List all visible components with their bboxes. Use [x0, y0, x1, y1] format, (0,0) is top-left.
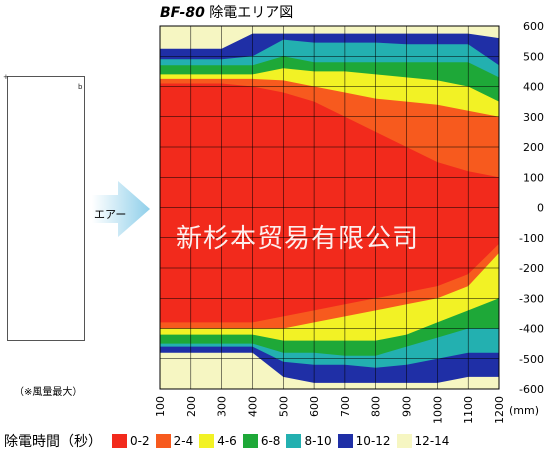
- bands-layer: [160, 33, 499, 383]
- y-tick-label: -200: [519, 262, 544, 275]
- legend-item: 6-8: [242, 434, 281, 448]
- legend-swatch: [112, 434, 127, 448]
- x-tick-label: 800: [370, 396, 383, 417]
- legend-swatch: [199, 434, 215, 448]
- y-tick-label: 200: [523, 141, 544, 154]
- legend-label: 8-10: [304, 434, 332, 448]
- y-tick-label: 600: [523, 20, 544, 33]
- x-tick-label: 200: [185, 396, 198, 417]
- chart-title-text: 除電エリア図: [209, 5, 294, 21]
- legend-swatch: [242, 434, 258, 448]
- legend-item: 0-2: [112, 434, 150, 448]
- legend-item: 2-4: [155, 434, 194, 448]
- y-tick-label: 100: [523, 171, 544, 184]
- legend-label: 10-12: [355, 434, 391, 448]
- legend-label: 6-8: [260, 434, 281, 448]
- chart-title-model: BF-80: [160, 5, 205, 21]
- legend-label: 2-4: [173, 434, 194, 448]
- legend-swatch: [155, 434, 171, 448]
- y-axis: 600 500 400 300 200 100 0 -100 -200 -300 -400 -500 -…: [519, 20, 544, 396]
- x-tick-label: 1200: [493, 396, 506, 424]
- x-tick-label: 500: [277, 396, 290, 417]
- band-0-2: [160, 83, 499, 323]
- device-mark-left: +: [3, 73, 9, 81]
- air-arrow-icon: [92, 181, 150, 237]
- air-label: エアー: [94, 208, 127, 221]
- x-tick-label: 400: [246, 396, 259, 417]
- x-tick-label: 1000: [431, 396, 444, 424]
- y-tick-label: -600: [519, 383, 544, 396]
- legend-item: 10-12: [337, 434, 391, 448]
- x-tick-label: 100: [154, 396, 167, 417]
- y-tick-label: 300: [523, 111, 544, 124]
- y-tick-label: -400: [519, 323, 544, 336]
- airflow-note: （※風量最大）: [14, 387, 83, 398]
- legend: 除電時間（秒） 0-2 2-4 4-6 6-8 8-10 10-12 12-14: [4, 431, 449, 451]
- x-tick-label: 1100: [462, 396, 475, 424]
- x-tick-label: 600: [308, 396, 321, 417]
- x-axis-unit-label: (mm): [509, 404, 539, 417]
- legend-label: 4-6: [217, 434, 237, 448]
- legend-swatch: [337, 434, 353, 448]
- legend-label: 12-14: [414, 434, 450, 448]
- legend-item: 8-10: [286, 434, 332, 448]
- x-tick-label: 300: [216, 396, 229, 417]
- y-tick-label: -500: [519, 353, 544, 366]
- x-tick-label: 900: [401, 396, 414, 417]
- y-tick-label: -100: [519, 232, 544, 245]
- x-tick-label: 700: [339, 396, 352, 417]
- y-tick-label: -300: [519, 292, 544, 305]
- legend-item: 4-6: [199, 434, 237, 448]
- device-mark-right: b: [78, 83, 83, 91]
- device-outline: [7, 76, 85, 341]
- watermark: 新杉本贸易有限公司: [176, 224, 420, 254]
- y-tick-label: 500: [523, 50, 544, 63]
- legend-label: 0-2: [130, 434, 150, 448]
- plot-frame: [159, 25, 500, 390]
- y-tick-label: 400: [523, 81, 544, 94]
- x-axis: 100 200 300 400 500 600 700 800 900 1000 1100 1200(…: [154, 396, 539, 424]
- chart-title: BF-80 除電エリア図: [160, 2, 293, 22]
- y-tick-label: 0: [537, 202, 544, 215]
- legend-item: 12-14: [396, 434, 450, 448]
- legend-swatch: [396, 434, 412, 448]
- legend-swatch: [286, 434, 302, 448]
- legend-title: 除電時間（秒）: [4, 434, 102, 450]
